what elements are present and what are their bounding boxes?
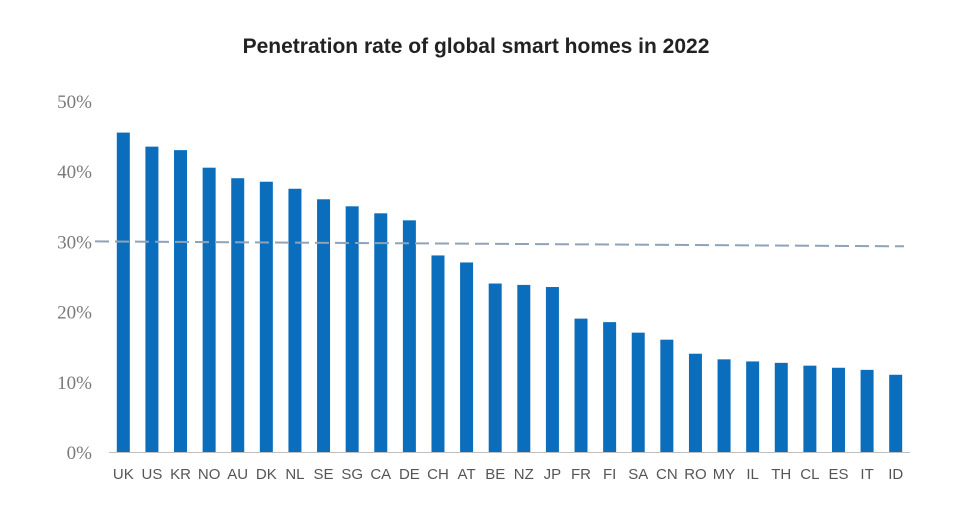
x-axis-ticks: UK US KR NO AU DK NL SE SG CA DE CH AT BE NZ JP FR FI SA CN… [113,466,903,483]
bar-th [774,362,788,452]
x-tick-label: MY [713,466,736,483]
bar-ch [431,255,445,452]
x-tick-label: KR [170,466,191,483]
x-tick-label: ES [828,466,848,483]
bar-ro [688,353,702,452]
bar-it [860,369,874,452]
x-tick-label: NO [198,466,221,483]
bar-sg [345,206,359,452]
bar-id [889,374,903,452]
bar-dk [259,181,273,453]
x-tick-label: SE [314,466,334,483]
x-tick-label: UK [113,466,134,483]
x-tick-label: JP [544,466,562,483]
x-tick-label: US [141,466,162,483]
bar-au [231,178,245,452]
x-tick-label: DE [399,466,420,483]
x-tick-label: CL [800,466,819,483]
x-tick-label: FI [603,466,616,483]
bar-be [488,283,502,452]
bar-at [460,262,474,452]
y-tick-label: 0% [67,443,93,464]
x-tick-label: NL [285,466,304,483]
bar-cl [803,365,817,452]
bar-fr [574,318,588,452]
x-tick-label: DK [256,466,277,483]
bars [116,132,903,453]
bar-sa [631,332,645,452]
x-tick-label: ID [888,466,903,483]
x-tick-label: IL [746,466,759,483]
reference-line-30pct [94,240,905,248]
bar-es [831,367,845,452]
x-tick-label: TH [771,466,791,483]
bar-se [317,199,331,452]
y-tick-label: 40% [57,162,92,183]
bar-ca [374,213,388,452]
chart-title: Penetration rate of global smart homes i… [243,35,710,58]
x-tick-label: FR [571,466,591,483]
y-tick-label: 30% [57,232,92,253]
x-tick-label: CA [370,466,391,483]
bar-no [202,167,216,452]
bar-jp [545,287,559,452]
y-tick-label: 10% [57,373,92,394]
y-tick-label: 50% [57,92,92,113]
x-tick-label: BE [485,466,505,483]
bar-uk [116,132,130,452]
x-tick-label: NZ [514,466,534,483]
y-axis-ticks: 0% 10% 20% 30% 40% 50% [57,92,92,464]
bar-de [402,220,416,452]
bar-my [717,359,731,452]
x-tick-label: IT [860,466,873,483]
bar-il [746,361,760,452]
x-tick-label: SA [628,466,648,483]
bar-fi [603,322,617,452]
y-tick-label: 20% [57,303,92,324]
x-tick-label: SG [341,466,363,483]
bar-nz [517,284,531,452]
x-tick-label: AU [227,466,248,483]
bar-cn [660,339,674,452]
bar-nl [288,188,302,452]
bar-us [145,146,159,452]
x-tick-label: AT [458,466,476,483]
x-tick-label: RO [684,466,707,483]
x-tick-label: CN [656,466,678,483]
x-tick-label: CH [427,466,449,483]
bar-kr [174,150,188,452]
